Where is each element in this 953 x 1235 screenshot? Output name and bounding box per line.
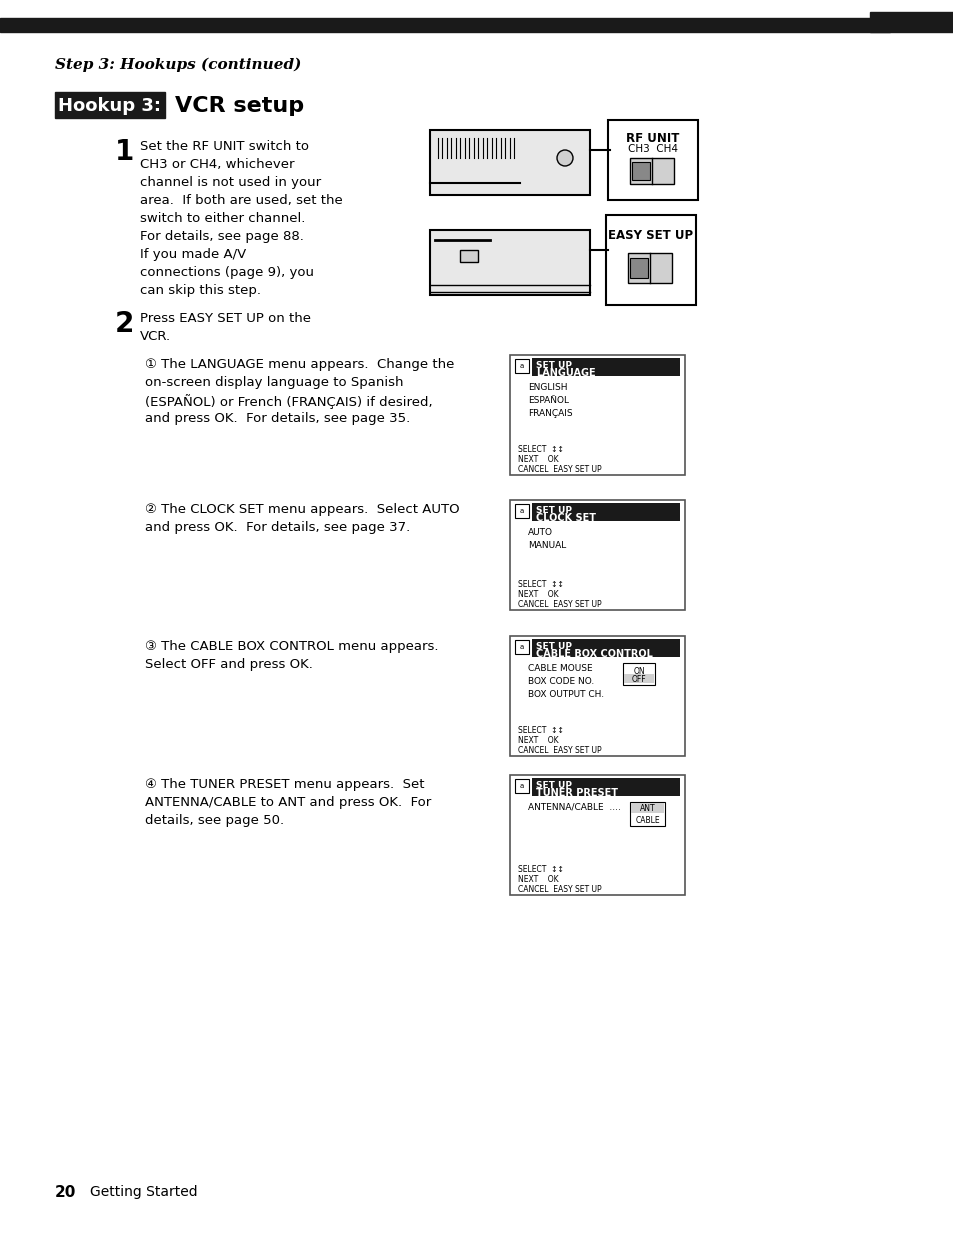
Text: a: a	[519, 643, 523, 650]
Text: and press OK.  For details, see page 35.: and press OK. For details, see page 35.	[145, 412, 410, 425]
Text: Hookup 3:: Hookup 3:	[58, 98, 161, 115]
Text: ENGLISH: ENGLISH	[527, 383, 567, 391]
Text: VCR setup: VCR setup	[174, 96, 304, 116]
Text: VCR.: VCR.	[140, 330, 171, 343]
Text: details, see page 50.: details, see page 50.	[145, 814, 284, 827]
Bar	[510, 354, 684, 475]
Text: CH3 or CH4, whichever: CH3 or CH4, whichever	[140, 158, 294, 170]
Bar	[630, 803, 663, 813]
Bar	[629, 158, 673, 184]
Text: (ESPAÑOL) or French (FRANÇAIS) if desired,: (ESPAÑOL) or French (FRANÇAIS) if desire…	[145, 394, 432, 409]
Bar	[510, 776, 684, 895]
Bar	[869, 12, 953, 32]
Text: 20: 20	[55, 1186, 76, 1200]
Text: EASY SET UP: EASY SET UP	[608, 228, 693, 242]
Text: If you made A/V: If you made A/V	[140, 248, 246, 261]
Text: 1: 1	[115, 138, 134, 165]
Bar	[532, 503, 679, 521]
Bar	[532, 358, 679, 375]
Bar	[510, 636, 684, 756]
Text: connections (page 9), you: connections (page 9), you	[140, 266, 314, 279]
Bar	[515, 779, 529, 793]
Text: 2: 2	[115, 310, 134, 338]
Bar	[515, 640, 529, 655]
Bar	[515, 504, 529, 517]
Bar	[623, 674, 654, 683]
Text: NEXT    OK: NEXT OK	[517, 736, 558, 745]
Bar	[459, 249, 477, 262]
Bar	[430, 230, 589, 295]
Bar	[430, 130, 589, 195]
Text: switch to either channel.: switch to either channel.	[140, 212, 305, 225]
Text: RF UNIT: RF UNIT	[626, 132, 679, 144]
Bar	[629, 258, 647, 278]
Text: CH3  CH4: CH3 CH4	[627, 144, 678, 154]
Text: For details, see page 88.: For details, see page 88.	[140, 230, 304, 243]
Bar	[605, 215, 696, 305]
Text: SET UP: SET UP	[536, 781, 572, 790]
Text: ANTENNA/CABLE  ....: ANTENNA/CABLE ....	[527, 803, 620, 811]
Text: Step 3: Hookups (continued): Step 3: Hookups (continued)	[55, 58, 301, 73]
Text: SELECT  ↕↕: SELECT ↕↕	[517, 580, 563, 589]
Text: CLOCK SET: CLOCK SET	[536, 513, 596, 522]
Text: CABLE BOX CONTROL: CABLE BOX CONTROL	[536, 650, 652, 659]
Bar	[631, 162, 649, 180]
Text: Press EASY SET UP on the: Press EASY SET UP on the	[140, 312, 311, 325]
Text: CANCEL  EASY SET UP: CANCEL EASY SET UP	[517, 746, 601, 755]
Text: ESPAÑOL: ESPAÑOL	[527, 396, 568, 405]
Text: FRANÇAIS: FRANÇAIS	[527, 409, 572, 417]
Text: ON: ON	[633, 667, 644, 676]
Text: BOX CODE NO.: BOX CODE NO.	[527, 677, 594, 685]
Bar	[607, 120, 698, 200]
Bar	[629, 802, 664, 826]
Text: ① The LANGUAGE menu appears.  Change the: ① The LANGUAGE menu appears. Change the	[145, 358, 454, 370]
Text: on-screen display language to Spanish: on-screen display language to Spanish	[145, 375, 403, 389]
Text: CANCEL  EASY SET UP: CANCEL EASY SET UP	[517, 600, 601, 609]
Circle shape	[557, 149, 573, 165]
Text: SELECT  ↕↕: SELECT ↕↕	[517, 864, 563, 874]
Text: AUTO: AUTO	[527, 529, 553, 537]
Bar	[622, 663, 655, 685]
Text: ANTENNA/CABLE to ANT and press OK.  For: ANTENNA/CABLE to ANT and press OK. For	[145, 797, 431, 809]
Text: NEXT    OK: NEXT OK	[517, 876, 558, 884]
Bar	[532, 638, 679, 657]
Bar	[55, 91, 165, 119]
Text: LANGUAGE: LANGUAGE	[536, 368, 595, 378]
Text: can skip this step.: can skip this step.	[140, 284, 261, 296]
Text: ④ The TUNER PRESET menu appears.  Set: ④ The TUNER PRESET menu appears. Set	[145, 778, 424, 790]
Text: MANUAL: MANUAL	[527, 541, 566, 550]
Text: channel is not used in your: channel is not used in your	[140, 177, 321, 189]
Text: a: a	[519, 783, 523, 789]
Text: Set the RF UNIT switch to: Set the RF UNIT switch to	[140, 140, 309, 153]
Text: OFF: OFF	[631, 676, 645, 684]
Text: SET UP: SET UP	[536, 506, 572, 515]
Text: area.  If both are used, set the: area. If both are used, set the	[140, 194, 342, 207]
Text: CANCEL  EASY SET UP: CANCEL EASY SET UP	[517, 885, 601, 894]
Text: SET UP: SET UP	[536, 361, 572, 370]
Text: SET UP: SET UP	[536, 642, 572, 651]
Text: NEXT    OK: NEXT OK	[517, 454, 558, 464]
Text: a: a	[519, 508, 523, 514]
Text: Getting Started: Getting Started	[90, 1186, 197, 1199]
Bar	[627, 253, 671, 283]
Text: SELECT  ↕↕: SELECT ↕↕	[517, 726, 563, 735]
Text: ③ The CABLE BOX CONTROL menu appears.: ③ The CABLE BOX CONTROL menu appears.	[145, 640, 438, 653]
Text: a: a	[519, 363, 523, 369]
Text: ② The CLOCK SET menu appears.  Select AUTO: ② The CLOCK SET menu appears. Select AUT…	[145, 503, 459, 516]
Text: NEXT    OK: NEXT OK	[517, 590, 558, 599]
Bar	[0, 19, 889, 32]
Text: and press OK.  For details, see page 37.: and press OK. For details, see page 37.	[145, 521, 410, 534]
Text: ANT: ANT	[639, 804, 655, 813]
Text: CANCEL  EASY SET UP: CANCEL EASY SET UP	[517, 466, 601, 474]
Text: TUNER PRESET: TUNER PRESET	[536, 788, 618, 798]
Bar	[510, 500, 684, 610]
Text: BOX OUTPUT CH.: BOX OUTPUT CH.	[527, 690, 603, 699]
Text: SELECT  ↕↕: SELECT ↕↕	[517, 445, 563, 454]
Text: CABLE MOUSE: CABLE MOUSE	[527, 664, 592, 673]
Bar	[532, 778, 679, 797]
Text: Select OFF and press OK.: Select OFF and press OK.	[145, 658, 313, 671]
Text: CABLE: CABLE	[635, 816, 659, 825]
Bar	[515, 359, 529, 373]
